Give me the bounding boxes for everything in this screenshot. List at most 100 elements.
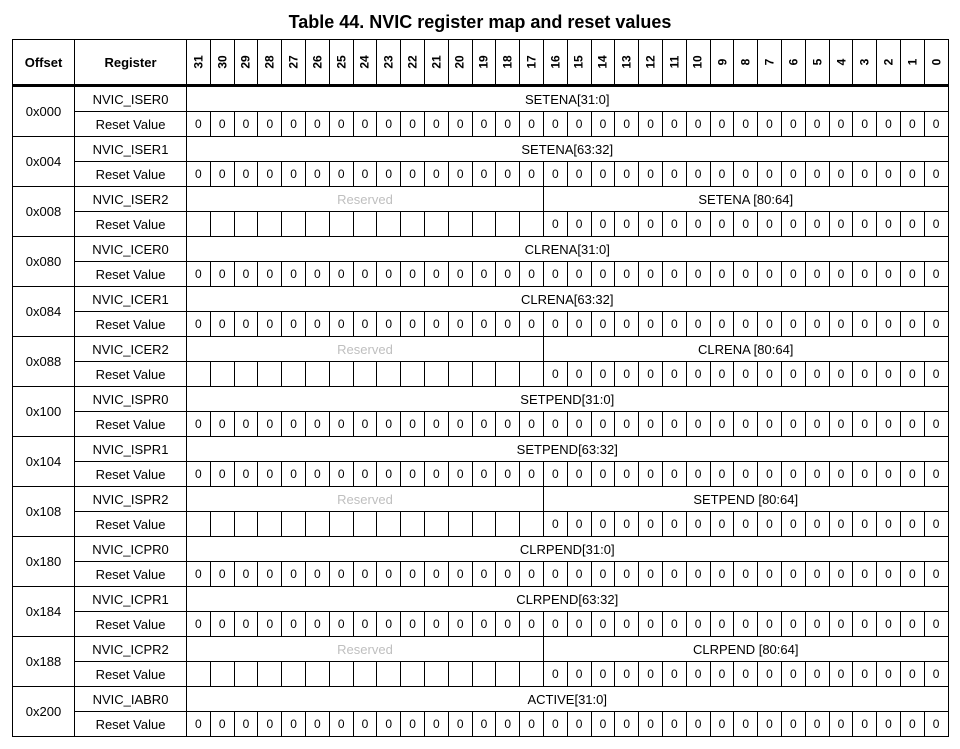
reset-bit: 0 bbox=[282, 312, 306, 337]
reset-bit: 0 bbox=[258, 712, 282, 737]
offset-cell: 0x200 bbox=[13, 687, 75, 737]
reset-bit: 0 bbox=[877, 262, 901, 287]
reset-bit: 0 bbox=[210, 712, 234, 737]
reset-bit: 0 bbox=[591, 662, 615, 687]
reset-bit: 0 bbox=[401, 162, 425, 187]
reset-bit: 0 bbox=[734, 612, 758, 637]
col-bit-header: 9 bbox=[710, 40, 734, 86]
reset-bit: 0 bbox=[424, 262, 448, 287]
reset-bit: 0 bbox=[496, 312, 520, 337]
reset-bit: 0 bbox=[710, 112, 734, 137]
reset-bit-blank bbox=[258, 212, 282, 237]
col-bit-header: 7 bbox=[758, 40, 782, 86]
reset-bit-blank bbox=[472, 212, 496, 237]
register-name-cell: NVIC_ISPR2 bbox=[75, 487, 187, 512]
bit-field: CLRENA[63:32] bbox=[187, 287, 949, 312]
reset-value-label: Reset Value bbox=[75, 612, 187, 637]
reset-bit: 0 bbox=[900, 212, 924, 237]
reset-value-label: Reset Value bbox=[75, 462, 187, 487]
offset-cell: 0x084 bbox=[13, 287, 75, 337]
reset-bit-blank bbox=[377, 212, 401, 237]
reset-bit: 0 bbox=[543, 712, 567, 737]
reset-bit: 0 bbox=[758, 262, 782, 287]
col-bit-header: 12 bbox=[639, 40, 663, 86]
reset-bit: 0 bbox=[781, 512, 805, 537]
reset-bit-blank bbox=[329, 212, 353, 237]
reset-bit-blank bbox=[234, 512, 258, 537]
col-bit-header: 30 bbox=[210, 40, 234, 86]
reset-bit: 0 bbox=[877, 412, 901, 437]
reset-bit: 0 bbox=[615, 562, 639, 587]
reset-bit: 0 bbox=[210, 412, 234, 437]
reset-bit: 0 bbox=[805, 362, 829, 387]
reset-bit: 0 bbox=[187, 112, 211, 137]
offset-cell: 0x004 bbox=[13, 137, 75, 187]
reset-bit: 0 bbox=[853, 212, 877, 237]
reset-bit: 0 bbox=[639, 412, 663, 437]
reset-bit: 0 bbox=[924, 462, 948, 487]
reset-bit: 0 bbox=[496, 462, 520, 487]
reset-bit: 0 bbox=[329, 462, 353, 487]
reset-bit: 0 bbox=[520, 612, 544, 637]
register-name-cell: NVIC_ICPR1 bbox=[75, 587, 187, 612]
reset-bit: 0 bbox=[734, 662, 758, 687]
reset-bit: 0 bbox=[686, 162, 710, 187]
reset-bit: 0 bbox=[781, 112, 805, 137]
reset-bit-blank bbox=[472, 362, 496, 387]
reset-bit: 0 bbox=[496, 262, 520, 287]
col-bit-header: 24 bbox=[353, 40, 377, 86]
reset-bit: 0 bbox=[234, 562, 258, 587]
reset-bit: 0 bbox=[686, 512, 710, 537]
reset-bit: 0 bbox=[282, 462, 306, 487]
reset-bit: 0 bbox=[377, 412, 401, 437]
col-bit-header: 10 bbox=[686, 40, 710, 86]
reset-bit-blank bbox=[353, 512, 377, 537]
bit-field: CLRPEND[31:0] bbox=[187, 537, 949, 562]
reset-bit: 0 bbox=[187, 262, 211, 287]
reset-bit: 0 bbox=[686, 462, 710, 487]
reset-bit: 0 bbox=[734, 562, 758, 587]
reset-bit: 0 bbox=[234, 462, 258, 487]
reset-bit: 0 bbox=[615, 712, 639, 737]
reset-bit: 0 bbox=[305, 562, 329, 587]
reset-bit: 0 bbox=[781, 462, 805, 487]
reset-bit: 0 bbox=[853, 312, 877, 337]
reset-bit: 0 bbox=[424, 312, 448, 337]
reset-bit: 0 bbox=[543, 162, 567, 187]
reset-bit: 0 bbox=[781, 362, 805, 387]
reset-bit: 0 bbox=[924, 662, 948, 687]
reset-bit: 0 bbox=[448, 412, 472, 437]
reset-bit: 0 bbox=[305, 462, 329, 487]
col-bit-header: 22 bbox=[401, 40, 425, 86]
reset-bit: 0 bbox=[877, 362, 901, 387]
reset-bit: 0 bbox=[662, 212, 686, 237]
reset-bit: 0 bbox=[639, 662, 663, 687]
reset-bit: 0 bbox=[591, 512, 615, 537]
reset-bit: 0 bbox=[567, 212, 591, 237]
reset-bit: 0 bbox=[924, 112, 948, 137]
reset-bit: 0 bbox=[353, 262, 377, 287]
reset-bit: 0 bbox=[924, 312, 948, 337]
reset-bit-blank bbox=[282, 512, 306, 537]
reset-bit: 0 bbox=[853, 262, 877, 287]
offset-cell: 0x188 bbox=[13, 637, 75, 687]
reset-bit: 0 bbox=[853, 112, 877, 137]
reset-bit: 0 bbox=[234, 162, 258, 187]
reset-bit: 0 bbox=[877, 512, 901, 537]
reset-bit: 0 bbox=[353, 712, 377, 737]
reset-bit: 0 bbox=[329, 412, 353, 437]
reset-bit: 0 bbox=[758, 512, 782, 537]
reset-bit: 0 bbox=[591, 312, 615, 337]
reset-bit: 0 bbox=[805, 462, 829, 487]
reset-bit: 0 bbox=[877, 112, 901, 137]
reset-bit-blank bbox=[329, 362, 353, 387]
reset-bit: 0 bbox=[639, 212, 663, 237]
reset-bit: 0 bbox=[900, 712, 924, 737]
reset-bit: 0 bbox=[377, 162, 401, 187]
reset-bit: 0 bbox=[734, 512, 758, 537]
offset-cell: 0x008 bbox=[13, 187, 75, 237]
reset-bit: 0 bbox=[543, 462, 567, 487]
reset-bit: 0 bbox=[900, 562, 924, 587]
reset-bit-blank bbox=[353, 662, 377, 687]
reset-bit-blank bbox=[210, 662, 234, 687]
